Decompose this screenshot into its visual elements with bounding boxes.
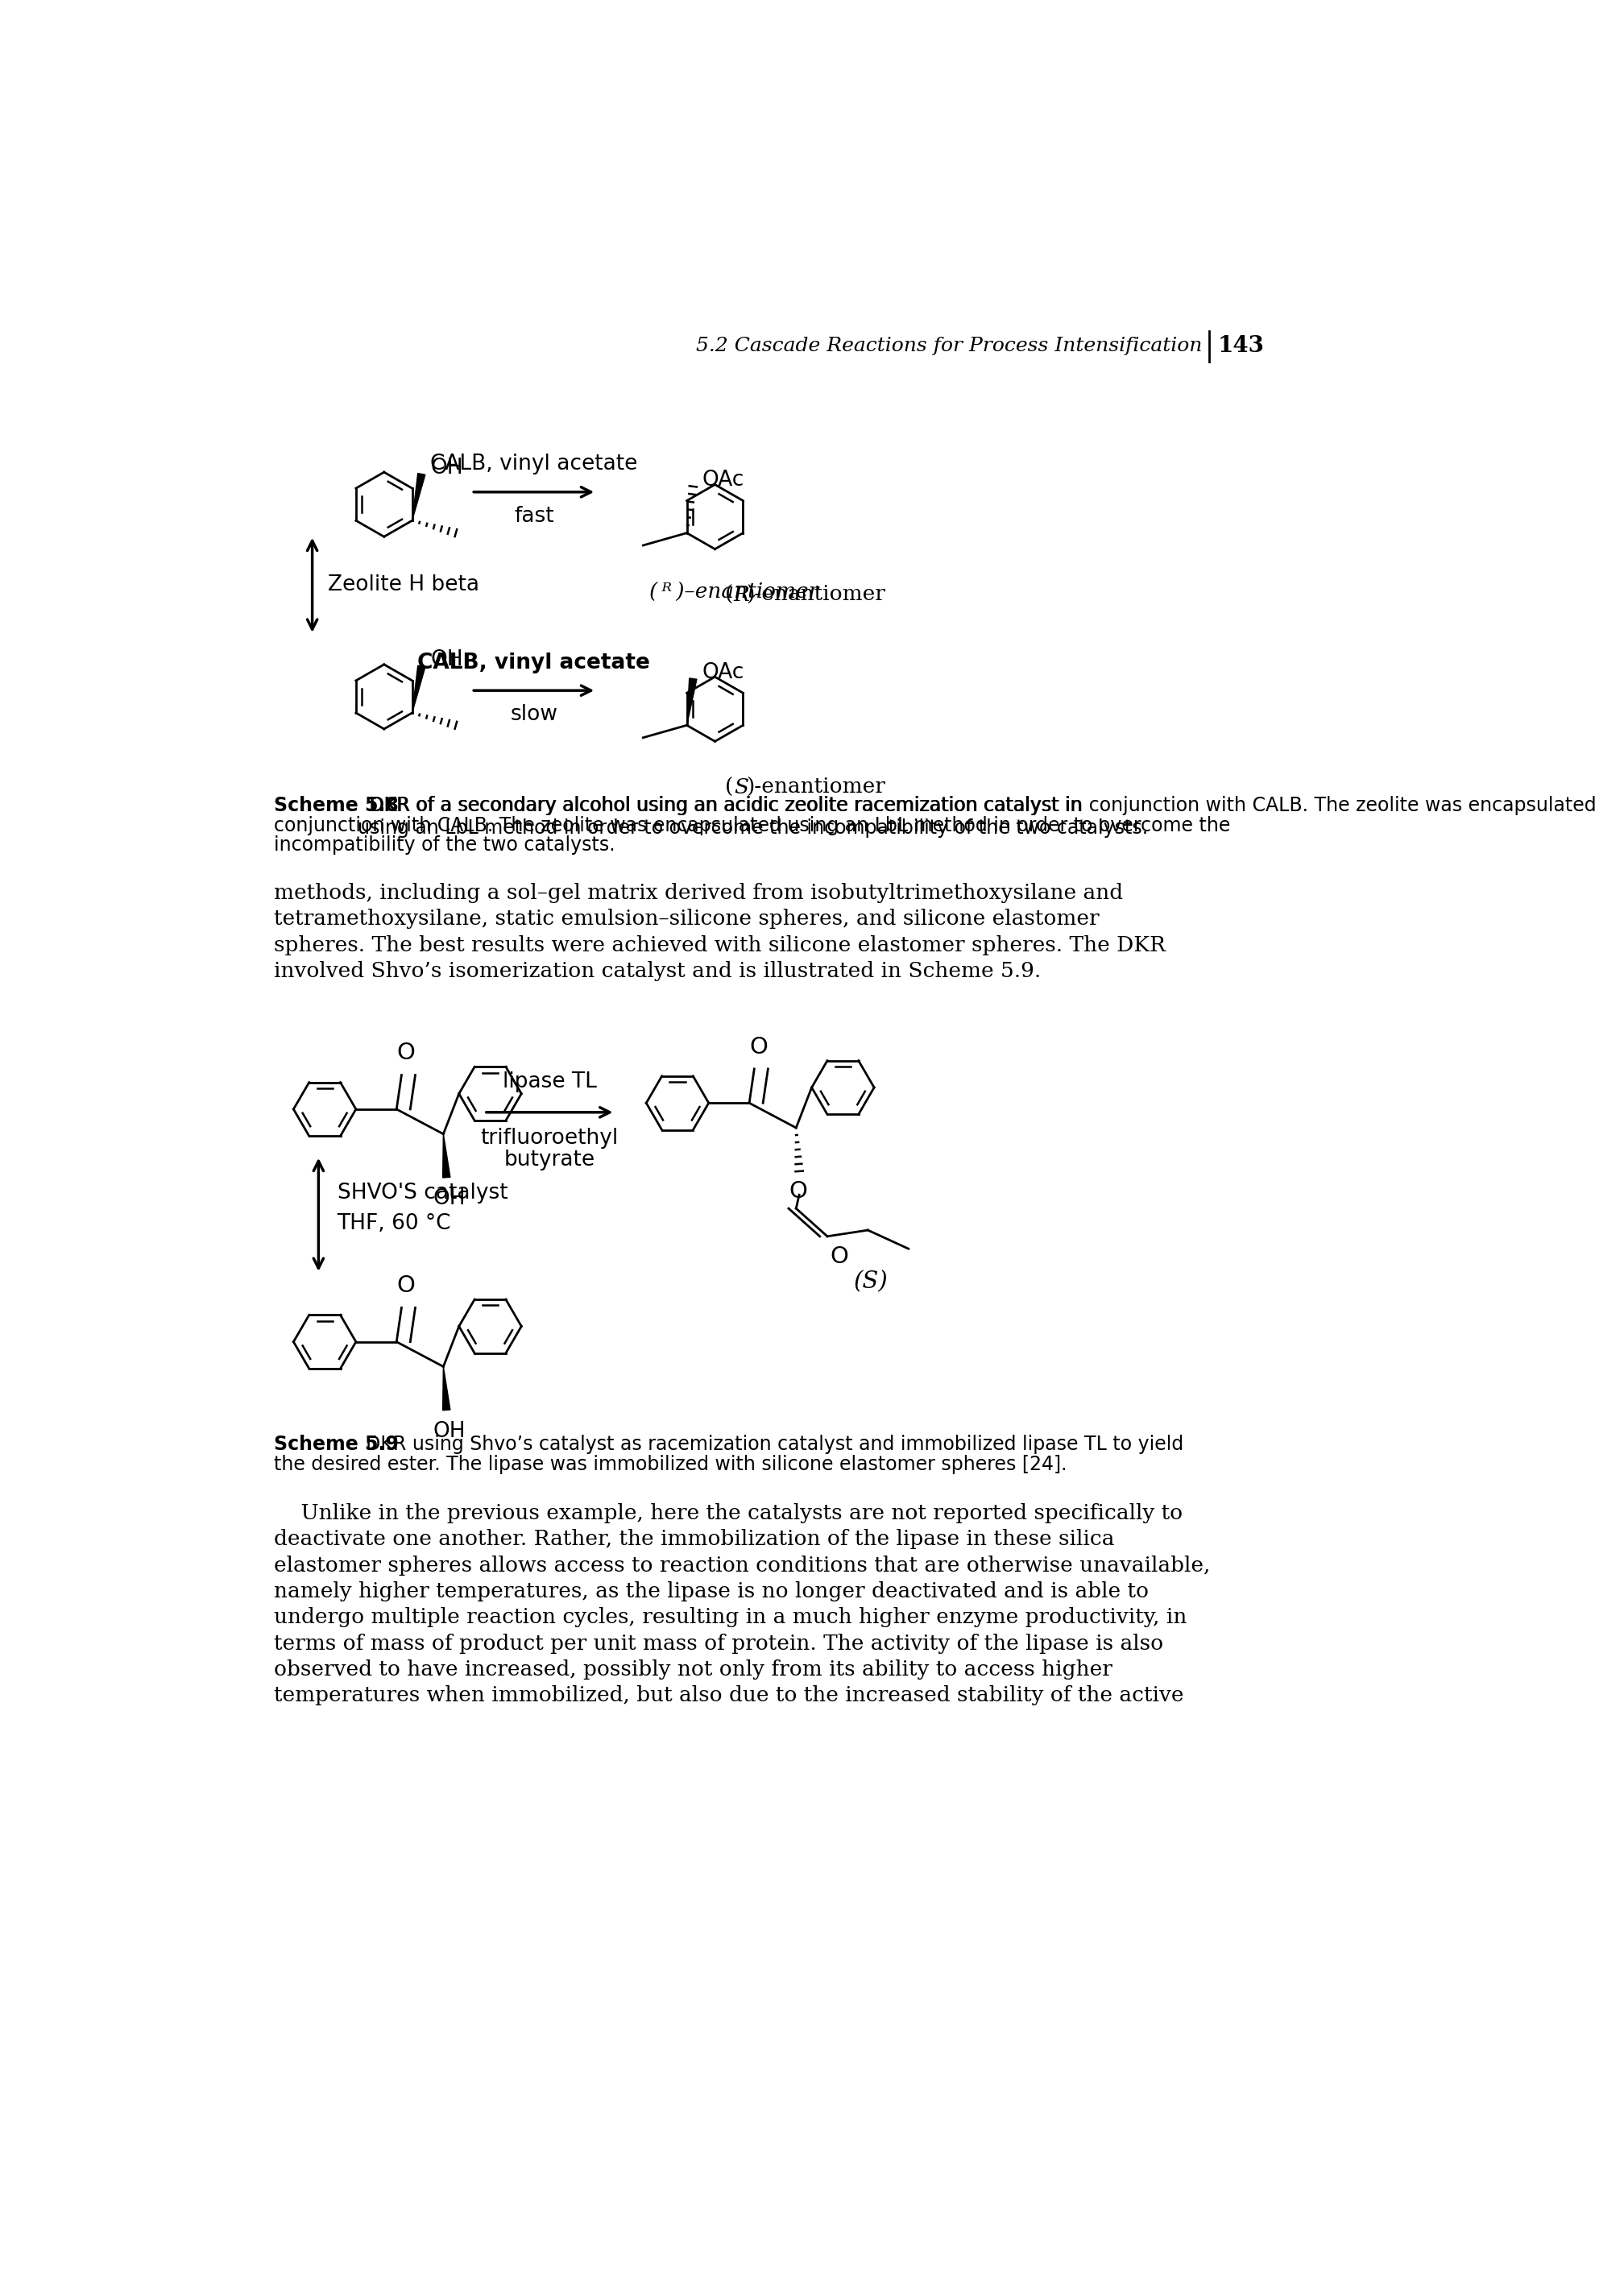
Text: 143: 143 [1218, 334, 1263, 357]
Text: temperatures when immobilized, but also due to the increased stability of the ac: temperatures when immobilized, but also … [273, 1686, 1184, 1705]
Text: methods, including a sol–gel matrix derived from isobutyltrimethoxysilane and: methods, including a sol–gel matrix deri… [273, 882, 1122, 903]
Text: terms of mass of product per unit mass of protein. The activity of the lipase is: terms of mass of product per unit mass o… [273, 1633, 1163, 1654]
Text: OAc: OAc [703, 662, 745, 683]
Text: O: O [749, 1036, 768, 1058]
Text: OH: OH [434, 1420, 466, 1441]
Text: Scheme 5.8: Scheme 5.8 [273, 795, 398, 816]
Text: R: R [734, 584, 750, 605]
Text: the desired ester. The lipase was immobilized with silicone elastomer spheres [2: the desired ester. The lipase was immobi… [273, 1455, 1067, 1473]
Polygon shape [443, 1134, 450, 1178]
Text: observed to have increased, possibly not only from its ability to access higher: observed to have increased, possibly not… [273, 1659, 1112, 1679]
Text: trifluoroethyl: trifluoroethyl [481, 1127, 619, 1148]
Text: tetramethoxysilane, static emulsion–silicone spheres, and silicone elastomer: tetramethoxysilane, static emulsion–sili… [273, 910, 1099, 928]
Text: DKR of a secondary alcohol using an acidic zeolite racemization catalyst in conj: DKR of a secondary alcohol using an acid… [357, 795, 1596, 839]
Text: )-enantiomer: )-enantiomer [745, 777, 885, 797]
Text: OH: OH [430, 458, 463, 479]
Text: spheres. The best results were achieved with silicone elastomer spheres. The DKR: spheres. The best results were achieved … [273, 935, 1164, 955]
Text: elastomer spheres allows access to reaction conditions that are otherwise unavai: elastomer spheres allows access to react… [273, 1556, 1210, 1576]
Text: namely higher temperatures, as the lipase is no longer deactivated and is able t: namely higher temperatures, as the lipas… [273, 1581, 1148, 1601]
Text: CALB, vinyl acetate: CALB, vinyl acetate [430, 454, 638, 474]
Text: Scheme 5.9: Scheme 5.9 [273, 1434, 398, 1455]
Text: DKR using Shvo’s catalyst as racemization catalyst and immobilized lipase TL to : DKR using Shvo’s catalyst as racemizatio… [354, 1434, 1184, 1455]
Polygon shape [687, 678, 697, 726]
Text: OH: OH [430, 651, 463, 671]
Text: involved Shvo’s isomerization catalyst and is illustrated in Scheme 5.9.: involved Shvo’s isomerization catalyst a… [273, 960, 1041, 981]
Text: (: ( [726, 777, 734, 797]
Text: butyrate: butyrate [503, 1150, 594, 1171]
Text: slow: slow [510, 703, 557, 724]
Text: Zeolite H beta: Zeolite H beta [328, 575, 479, 596]
Text: O: O [396, 1042, 416, 1065]
Text: 5.2 Cascade Reactions for Process Intensification: 5.2 Cascade Reactions for Process Intens… [695, 337, 1202, 355]
Text: (: ( [726, 584, 734, 605]
Text: (S): (S) [854, 1272, 888, 1292]
Text: SHVO'S catalyst: SHVO'S catalyst [338, 1182, 508, 1203]
Text: O: O [396, 1274, 416, 1297]
Text: THF, 60 °C: THF, 60 °C [338, 1214, 451, 1235]
Text: DKR of a secondary alcohol using an acidic zeolite racemization catalyst in: DKR of a secondary alcohol using an acid… [357, 795, 1082, 816]
Text: incompatibility of the two catalysts.: incompatibility of the two catalysts. [273, 836, 615, 855]
Text: OH: OH [434, 1189, 466, 1210]
Text: )-enantiomer: )-enantiomer [745, 584, 885, 605]
Text: undergo multiple reaction cycles, resulting in a much higher enzyme productivity: undergo multiple reaction cycles, result… [273, 1608, 1187, 1627]
Text: lipase TL: lipase TL [502, 1072, 596, 1093]
Text: OAc: OAc [703, 470, 745, 490]
Text: ( ᴿ )–enantiomer: ( ᴿ )–enantiomer [650, 582, 818, 603]
Text: O: O [830, 1246, 849, 1269]
Polygon shape [412, 474, 425, 520]
Text: deactivate one another. Rather, the immobilization of the lipase in these silica: deactivate one another. Rather, the immo… [273, 1528, 1114, 1549]
Text: CALB, vinyl acetate: CALB, vinyl acetate [417, 653, 650, 674]
Text: O: O [789, 1180, 807, 1203]
Text: fast: fast [513, 506, 554, 527]
Text: S: S [734, 777, 749, 797]
Text: Unlike in the previous example, here the catalysts are not reported specifically: Unlike in the previous example, here the… [273, 1503, 1182, 1524]
Text: conjunction with CALB. The zeolite was encapsulated using an LbL method in order: conjunction with CALB. The zeolite was e… [273, 816, 1229, 836]
Polygon shape [412, 667, 425, 713]
Polygon shape [443, 1368, 450, 1411]
